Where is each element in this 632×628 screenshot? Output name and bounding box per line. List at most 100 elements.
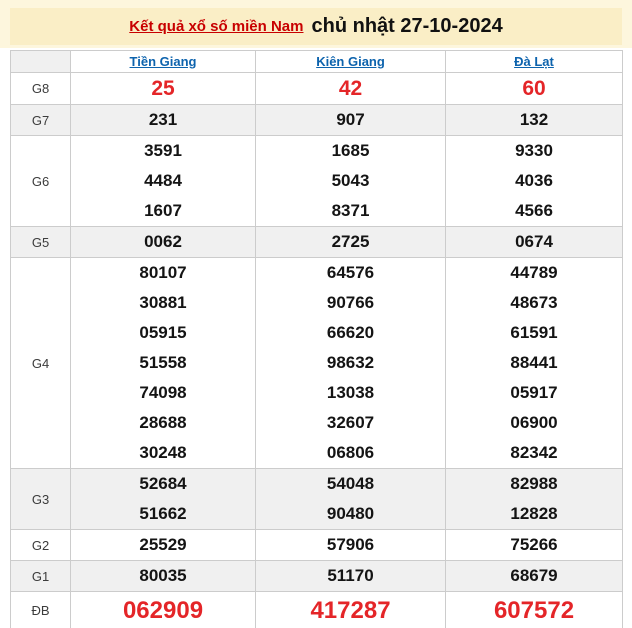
winning-number: 57906 [326, 535, 375, 554]
winning-number: 231 [148, 110, 178, 129]
prize-G8-col-2: 60 [445, 72, 623, 105]
winning-number: 0674 [515, 232, 553, 251]
winning-number: 132 [519, 110, 549, 129]
prize-G5-col-2: 0674 [445, 226, 623, 258]
winning-number: 05917 [510, 383, 558, 402]
column-header-2: Đà Lạt [445, 50, 623, 73]
prize-G6-col-0: 3591 4484 1607 [70, 135, 256, 227]
winning-number: 3591 [144, 141, 182, 160]
prize-label-G7: G7 [10, 104, 71, 136]
winning-number: 607572 [493, 597, 575, 624]
winning-number: 75266 [510, 535, 558, 554]
winning-number: 25529 [139, 535, 187, 554]
winning-number: 1685 [331, 141, 370, 160]
winning-number: 52684 [139, 474, 187, 493]
winning-number: 25 [151, 77, 175, 100]
prize-row-G4: G4 80107 30881 05915 51558 74098 28688 30248 645… [10, 257, 623, 469]
prize-G3-col-2: 82988 12828 [445, 468, 623, 530]
prize-ĐB-col-2: 607572 [445, 591, 623, 628]
prize-label-G1: G1 [10, 560, 71, 592]
prize-label-ĐB: ĐB [10, 591, 71, 628]
winning-number: 4484 [144, 171, 182, 190]
winning-number: 8371 [331, 201, 370, 220]
prize-G2-col-1: 57906 [255, 529, 446, 561]
draw-date: chủ nhật 27-10-2024 [311, 15, 503, 37]
prize-G7-col-1: 907 [255, 104, 446, 136]
prize-G5-col-0: 0062 [70, 226, 256, 258]
prize-row-G8: G8 25 42 60 [10, 72, 623, 105]
prize-G2-col-0: 25529 [70, 529, 256, 561]
winning-number: 90480 [326, 504, 375, 523]
winning-number: 28688 [139, 413, 187, 432]
prize-row-G3: G3 52684 51662 54048 90480 82988 12828 [10, 468, 623, 530]
winning-number: 44789 [510, 263, 558, 282]
winning-number: 9330 [515, 141, 553, 160]
province-link-1[interactable]: Kiên Giang [316, 53, 385, 69]
winning-number: 417287 [310, 597, 391, 624]
winning-number: 68679 [510, 566, 558, 585]
winning-number: 82342 [510, 443, 558, 462]
winning-number: 64576 [326, 263, 375, 282]
winning-number: 80035 [139, 566, 187, 585]
prize-G3-col-1: 54048 90480 [255, 468, 446, 530]
prize-G1-col-1: 51170 [255, 560, 446, 592]
winning-number: 32607 [326, 413, 375, 432]
winning-number: 13038 [326, 383, 375, 402]
prize-G8-col-1: 42 [255, 72, 446, 105]
winning-number: 12828 [510, 504, 558, 523]
winning-number: 66620 [326, 323, 375, 342]
prize-G1-col-2: 68679 [445, 560, 623, 592]
prize-label-G2: G2 [10, 529, 71, 561]
winning-number: 30881 [139, 293, 187, 312]
prize-G4-col-1: 64576 90766 66620 98632 13038 32607 06806 [255, 257, 446, 469]
province-link-0[interactable]: Tiền Giang [129, 53, 197, 69]
prize-G5-col-1: 2725 [255, 226, 446, 258]
prize-row-G2: G2 25529 57906 75266 [10, 529, 623, 561]
winning-number: 05915 [139, 323, 187, 342]
column-header-0: Tiền Giang [70, 50, 256, 73]
prize-row-G6: G6 3591 4484 1607 1685 5043 8371 9330 4036 4566 [10, 135, 623, 227]
province-link-2[interactable]: Đà Lạt [514, 53, 554, 69]
title-bar: Kết quả xổ số miền Nam chủ nhật 27-10-20… [10, 8, 622, 45]
prize-label-G3: G3 [10, 468, 71, 530]
winning-number: 2725 [331, 232, 370, 251]
winning-number: 90766 [326, 293, 375, 312]
prize-label-G4: G4 [10, 257, 71, 469]
prize-G7-col-0: 231 [70, 104, 256, 136]
prize-row-ĐB: ĐB 062909 417287 607572 [10, 591, 623, 628]
prize-label-G8: G8 [10, 72, 71, 105]
prize-G1-col-0: 80035 [70, 560, 256, 592]
winning-number: 82988 [510, 474, 558, 493]
prize-row-G5: G5 0062 2725 0674 [10, 226, 623, 258]
prize-G4-col-0: 80107 30881 05915 51558 74098 28688 30248 [70, 257, 256, 469]
winning-number: 74098 [139, 383, 187, 402]
prize-ĐB-col-1: 417287 [255, 591, 446, 628]
winning-number: 51170 [327, 566, 374, 585]
prize-G2-col-2: 75266 [445, 529, 623, 561]
column-header-row: Tiền Giang Kiên Giang Đà Lạt [10, 50, 623, 73]
winning-number: 06900 [510, 413, 558, 432]
winning-number: 48673 [510, 293, 558, 312]
winning-number: 907 [336, 110, 365, 129]
winning-number: 60 [522, 77, 546, 100]
winning-number: 98632 [326, 353, 375, 372]
results-table-head: Tiền Giang Kiên Giang Đà Lạt [10, 50, 623, 73]
winning-number: 61591 [510, 323, 558, 342]
title-zone: Kết quả xổ số miền Nam chủ nhật 27-10-20… [0, 0, 632, 48]
prize-G6-col-2: 9330 4036 4566 [445, 135, 623, 227]
winning-number: 42 [338, 77, 363, 100]
winning-number: 4566 [515, 201, 553, 220]
winning-number: 062909 [122, 597, 204, 624]
prize-G3-col-0: 52684 51662 [70, 468, 256, 530]
winning-number: 80107 [139, 263, 187, 282]
prize-G7-col-2: 132 [445, 104, 623, 136]
winning-number: 0062 [144, 232, 182, 251]
prize-label-G5: G5 [10, 226, 71, 258]
winning-number: 30248 [139, 443, 187, 462]
winning-number: 06806 [326, 443, 375, 462]
region-results-link[interactable]: Kết quả xổ số miền Nam [129, 18, 304, 35]
results-table: Tiền Giang Kiên Giang Đà Lạt G8 25 42 60 G7 231… [10, 50, 623, 628]
prize-label-G6: G6 [10, 135, 71, 227]
winning-number: 4036 [515, 171, 553, 190]
prize-ĐB-col-0: 062909 [70, 591, 256, 628]
